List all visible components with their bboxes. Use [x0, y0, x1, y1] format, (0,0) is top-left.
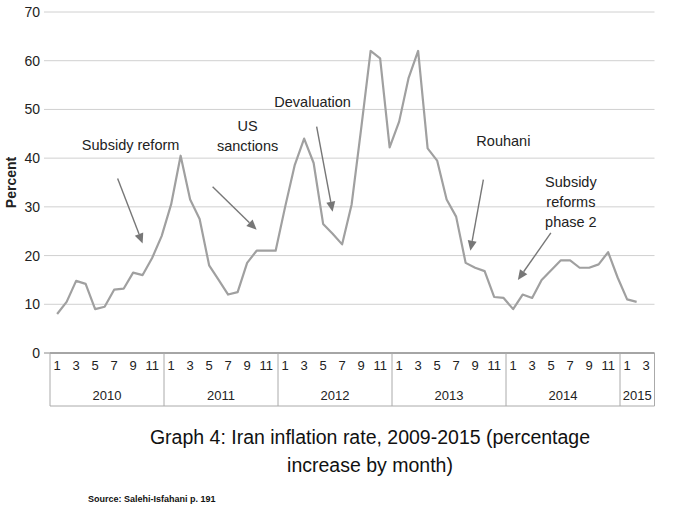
x-tick-label: 9: [586, 358, 593, 373]
annotation-text: US: [238, 118, 258, 134]
x-tick-label: 9: [244, 358, 251, 373]
chart: 010203040506070Percent135791113579111357…: [0, 0, 674, 517]
x-tick-label: 3: [301, 358, 308, 373]
y-tick-label: 70: [24, 4, 40, 20]
annotation-arrowhead: [326, 201, 335, 212]
x-tick-label: 7: [339, 358, 346, 373]
grid-line: [44, 158, 655, 159]
x-tick-label: 7: [567, 358, 574, 373]
grid-line: [44, 353, 655, 354]
x-tick-label: 7: [111, 358, 118, 373]
source: Source: Salehi-Isfahani p. 191: [88, 494, 216, 504]
x-tick-label: 11: [373, 358, 387, 373]
annotation-arrowhead: [246, 220, 256, 230]
y-axis-label: Percent: [3, 156, 19, 208]
year-label: 2014: [549, 388, 578, 403]
annotation-arrow: [317, 127, 331, 202]
year-label: 2012: [321, 388, 350, 403]
x-tick-label: 3: [415, 358, 422, 373]
x-tick-label: 11: [145, 358, 159, 373]
x-tick-label: 9: [130, 358, 137, 373]
grid-line: [44, 255, 655, 256]
annotation-text: phase 2: [545, 214, 597, 230]
x-tick-label: 1: [624, 358, 631, 373]
plot-area: [57, 51, 637, 314]
x-tick-label: 9: [472, 358, 479, 373]
x-tick-label: 5: [92, 358, 99, 373]
x-tick-label: 5: [320, 358, 327, 373]
annotation-text: Subsidy reform: [82, 137, 180, 153]
inflation-line: [57, 51, 637, 314]
x-tick-label: 3: [187, 358, 194, 373]
year-label: 2011: [207, 388, 235, 403]
year-label: 2010: [93, 388, 122, 403]
x-tick-label: 7: [453, 358, 460, 373]
year-separator: [620, 353, 621, 406]
year-label: 2013: [435, 388, 464, 403]
title: Graph 4: Iran inflation rate, 2009-2015 …: [150, 426, 590, 448]
grid-line: [44, 304, 655, 305]
annotation-arrow: [472, 180, 483, 241]
x-tick-label: 3: [643, 358, 650, 373]
x-tick-label: 1: [54, 358, 61, 373]
x-tick-label: 5: [434, 358, 441, 373]
year-label: 2015: [623, 388, 652, 403]
x-tick-label: 1: [510, 358, 517, 373]
annotation-arrowhead: [135, 232, 143, 243]
year-separator: [506, 353, 507, 406]
year-separator: [164, 353, 165, 406]
y-tick-label: 20: [24, 248, 40, 264]
annotation-text: reforms: [546, 194, 595, 210]
annotation-text: sanctions: [217, 138, 278, 154]
grid-line: [44, 12, 655, 13]
annotation-arrowhead: [518, 269, 527, 280]
annotation-arrow: [213, 187, 250, 223]
x-tick-label: 1: [396, 358, 403, 373]
annotation-arrowhead: [468, 240, 477, 251]
annotation-text: Devaluation: [274, 94, 351, 110]
annotation-arrow: [118, 178, 139, 234]
y-tick-label: 0: [32, 345, 40, 361]
x-tick-label: 11: [487, 358, 501, 373]
x-tick-label: 7: [225, 358, 232, 373]
x-tick-label: 9: [358, 358, 365, 373]
year-separator: [392, 353, 393, 406]
y-tick-label: 40: [24, 150, 40, 166]
y-tick-label: 60: [24, 53, 40, 69]
x-tick-label: 11: [601, 358, 615, 373]
x-tick-label: 3: [529, 358, 536, 373]
annotation-text: Rouhani: [476, 133, 530, 149]
x-tick-label: 1: [282, 358, 289, 373]
y-tick-label: 50: [24, 101, 40, 117]
annotation-text: Subsidy: [545, 174, 597, 190]
x-axis-bottom: [50, 406, 655, 407]
x-axis-right: [654, 353, 655, 406]
y-tick-label: 30: [24, 199, 40, 215]
year-separator: [278, 353, 279, 406]
grid-line: [44, 60, 655, 61]
x-tick-label: 11: [259, 358, 273, 373]
annotation-arrow: [524, 233, 551, 272]
x-axis-left: [50, 353, 51, 406]
x-axis: [50, 353, 655, 354]
x-tick-label: 1: [168, 358, 175, 373]
y-tick-label: 10: [24, 296, 40, 312]
title: increase by month): [287, 454, 453, 476]
x-tick-label: 5: [548, 358, 555, 373]
x-tick-label: 5: [206, 358, 213, 373]
x-tick-label: 3: [73, 358, 80, 373]
